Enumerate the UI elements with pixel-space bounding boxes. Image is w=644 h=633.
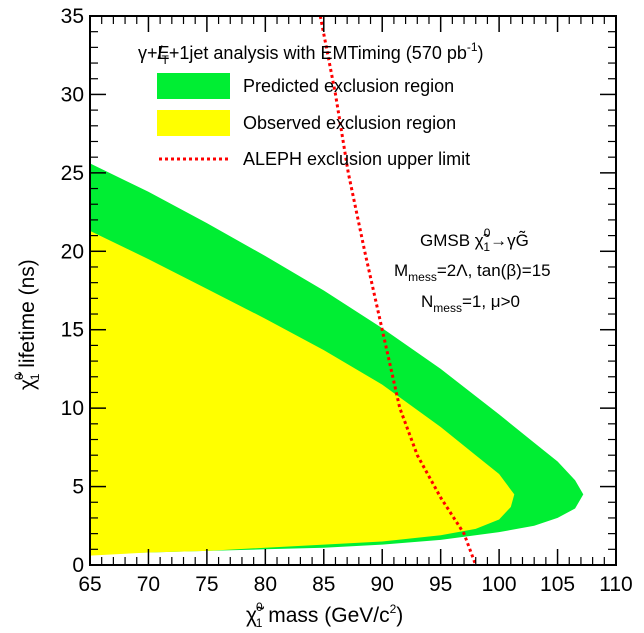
y-tick-label: 0 <box>72 554 84 577</box>
x-tick-label: 70 <box>137 573 160 596</box>
annotation-line-1: GMSB χ̃0 1→γG̃ <box>420 226 529 254</box>
y-tick-label: 5 <box>72 476 84 499</box>
x-tick-label: 100 <box>482 573 517 596</box>
annotation-line-2: Mmess=2Λ, tan(β)=15 <box>394 261 551 284</box>
x-tick-label: 85 <box>312 573 335 596</box>
x-tick-label: 105 <box>540 573 575 596</box>
plot-frame <box>89 15 617 566</box>
y-tick-label: 20 <box>61 240 84 263</box>
y-tick-label: 10 <box>61 397 84 420</box>
legend-swatch-predicted <box>157 73 230 99</box>
legend-label-aleph: ALEPH exclusion upper limit <box>243 149 470 169</box>
x-tick-label: 110 <box>599 573 632 596</box>
y-tick-label: 35 <box>61 5 84 28</box>
legend-label-observed: Observed exclusion region <box>243 113 456 133</box>
x-axis-title: χ̃0 1 mass (GeV/c2) <box>246 600 403 630</box>
x-tick-label: 65 <box>78 573 101 596</box>
annotation-line-3: Nmess=1, μ>0 <box>421 292 520 315</box>
x-tick-label: 90 <box>371 573 394 596</box>
x-tick-label: 75 <box>195 573 218 596</box>
legend-label-predicted: Predicted exclusion region <box>243 76 454 96</box>
legend-swatch-observed <box>157 110 230 136</box>
y-tick-label: 15 <box>61 319 84 342</box>
y-tick-label: 25 <box>61 162 84 185</box>
legend-title: γ+E/T+1jet analysis with EMTiming (570 p… <box>138 40 484 67</box>
observed-exclusion-region <box>90 230 515 556</box>
model-annotation: GMSB χ̃0 1→γG̃ Mmess=2Λ, tan(β)=15 Nmess=… <box>394 226 551 315</box>
y-tick-label: 30 <box>61 83 84 106</box>
legend: γ+E/T+1jet analysis with EMTiming (570 p… <box>138 40 484 169</box>
axis-ticks: 65 70 75 80 85 90 95 100 105 110 0 5 10 15 20 25 30 35 <box>61 5 633 596</box>
y-axis-title: χ̃0 1 lifetime (ns) <box>12 259 42 390</box>
x-tick-label: 95 <box>429 573 452 596</box>
x-tick-label: 80 <box>254 573 277 596</box>
plot-area <box>90 16 584 565</box>
